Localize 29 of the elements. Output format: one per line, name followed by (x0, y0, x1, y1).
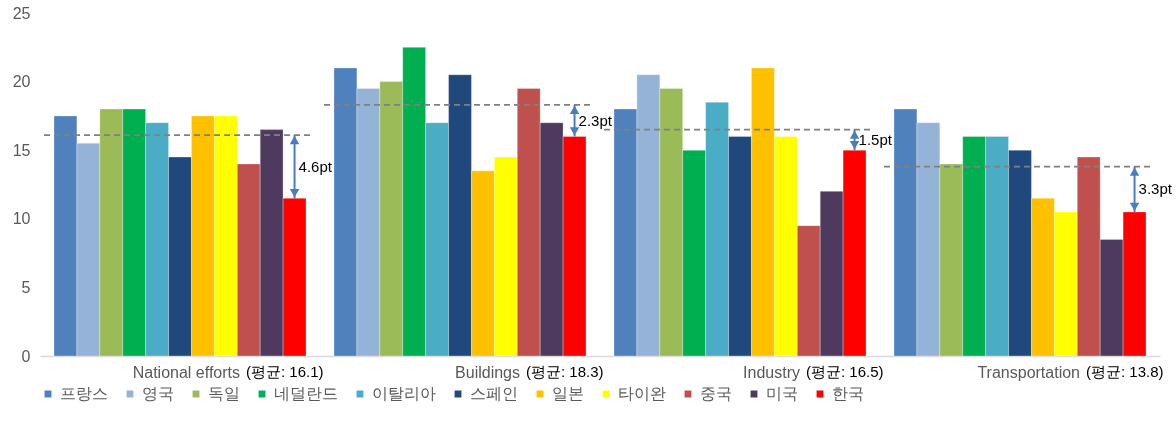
legend-label: 중국 (700, 385, 732, 402)
x-tick-label: Buildings (455, 363, 520, 381)
text: (평균: 16.5) (806, 363, 884, 380)
text: (평균: 16.1) (246, 363, 324, 380)
x-tick-label: Industry (743, 363, 800, 381)
legend-label: 프랑스 (60, 385, 108, 402)
legend-label: 이탈리아 (372, 385, 436, 402)
x-tick-label: National efforts (132, 363, 240, 381)
y-tick-label: 0 (21, 347, 31, 365)
y-tick-label: 5 (21, 278, 31, 296)
legend-label: 타이완 (618, 385, 666, 402)
y-tick-label: 10 (12, 210, 31, 228)
y-tick-label: 20 (12, 73, 31, 91)
text: (평균: 13.8) (1086, 363, 1164, 380)
legend-label: 네덜란드 (274, 385, 338, 402)
annotation: 1.5pt (858, 130, 893, 148)
annotation: 4.6pt (298, 157, 333, 175)
y-tick-label: 15 (12, 141, 31, 159)
legend-label: 일본 (552, 385, 584, 402)
x-tick-label: Transportation (977, 363, 1080, 381)
y-tick-label: 25 (12, 4, 31, 22)
legend-label: 독일 (208, 385, 240, 402)
legend-label: 영국 (142, 385, 174, 402)
legend-label: 한국 (832, 385, 864, 402)
text: (평균: 18.3) (526, 363, 604, 380)
annotation: 3.3pt (1138, 180, 1173, 198)
legend-label: 미국 (766, 385, 798, 402)
annotation: 2.3pt (578, 111, 613, 129)
legend-label: 스페인 (470, 385, 518, 402)
